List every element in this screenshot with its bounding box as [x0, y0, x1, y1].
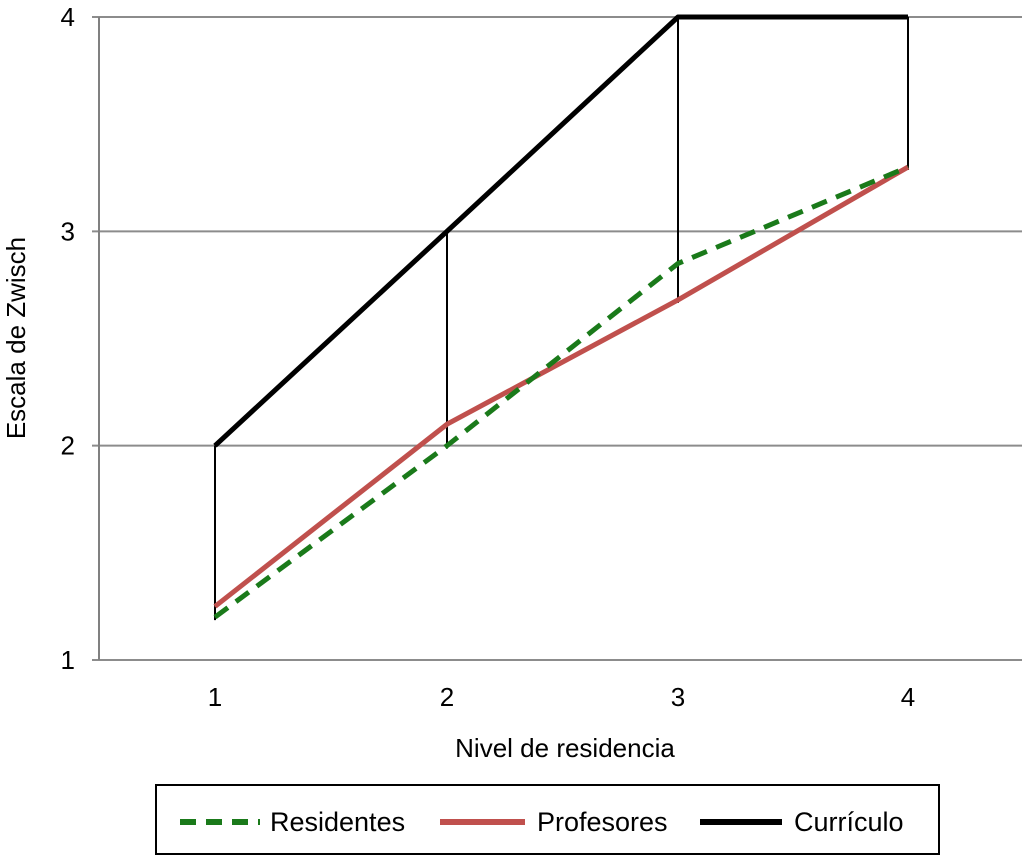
- legend-label: Profesores: [537, 807, 668, 837]
- x-axis-title: Nivel de residencia: [455, 733, 675, 763]
- series-point: [907, 166, 909, 168]
- gridlines: [92, 16, 1022, 661]
- series-point: [446, 230, 448, 232]
- series-point: [446, 445, 448, 447]
- series-point: [214, 445, 216, 447]
- series-point: [677, 16, 679, 18]
- y-tick-label: 4: [61, 2, 75, 32]
- series-lines: [213, 14, 910, 620]
- x-tick-label: 2: [440, 682, 454, 712]
- series-point: [446, 423, 448, 425]
- legend-label: Currículo: [794, 807, 904, 837]
- drop-lines: [214, 17, 909, 621]
- legend-label: Residentes: [270, 807, 405, 837]
- x-tick-labels: 1 2 3 4: [208, 682, 915, 712]
- x-tick-label: 4: [901, 682, 915, 712]
- series-line-0: [213, 164, 909, 620]
- series-point: [907, 16, 909, 18]
- series-line-1: [213, 164, 910, 609]
- legend: Residentes Profesores Currículo: [155, 784, 940, 855]
- y-tick-labels: 1 2 3 4: [61, 2, 75, 675]
- series-point: [677, 299, 679, 301]
- series-point: [214, 605, 216, 607]
- y-tick-label: 2: [61, 431, 75, 461]
- series-point: [677, 262, 679, 264]
- x-tick-label: 3: [671, 682, 685, 712]
- legend-box: [155, 784, 940, 855]
- series-point: [214, 616, 216, 618]
- y-axis-title: Escala de Zwisch: [1, 237, 31, 439]
- y-tick-label: 3: [61, 216, 75, 246]
- series-line-2: [213, 14, 908, 448]
- x-tick-label: 1: [208, 682, 222, 712]
- y-tick-label: 1: [61, 645, 75, 675]
